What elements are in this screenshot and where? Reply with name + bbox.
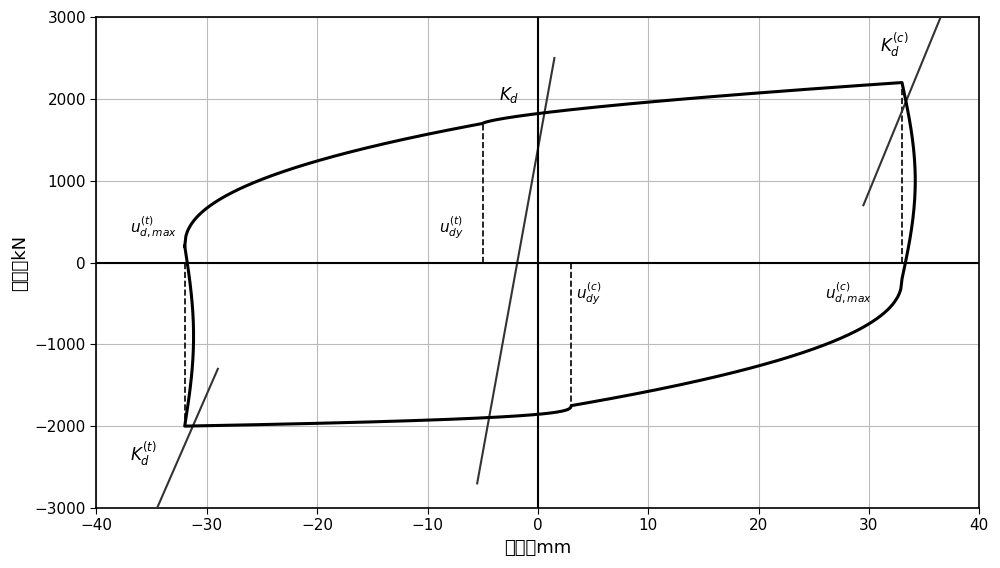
Text: $u_{dy}^{(t)}$: $u_{dy}^{(t)}$ [439,214,463,241]
X-axis label: 位移，mm: 位移，mm [504,539,571,557]
Text: $K_d^{(c)}$: $K_d^{(c)}$ [880,32,909,60]
Text: $u_{d,max}^{(c)}$: $u_{d,max}^{(c)}$ [825,281,872,306]
Y-axis label: 载荷，kN: 载荷，kN [11,235,29,291]
Text: $u_{dy}^{(c)}$: $u_{dy}^{(c)}$ [576,280,602,307]
Text: $K_d^{(t)}$: $K_d^{(t)}$ [130,441,156,469]
Text: $u_{d,max}^{(t)}$: $u_{d,max}^{(t)}$ [130,215,177,240]
Text: $K_d$: $K_d$ [499,85,520,105]
